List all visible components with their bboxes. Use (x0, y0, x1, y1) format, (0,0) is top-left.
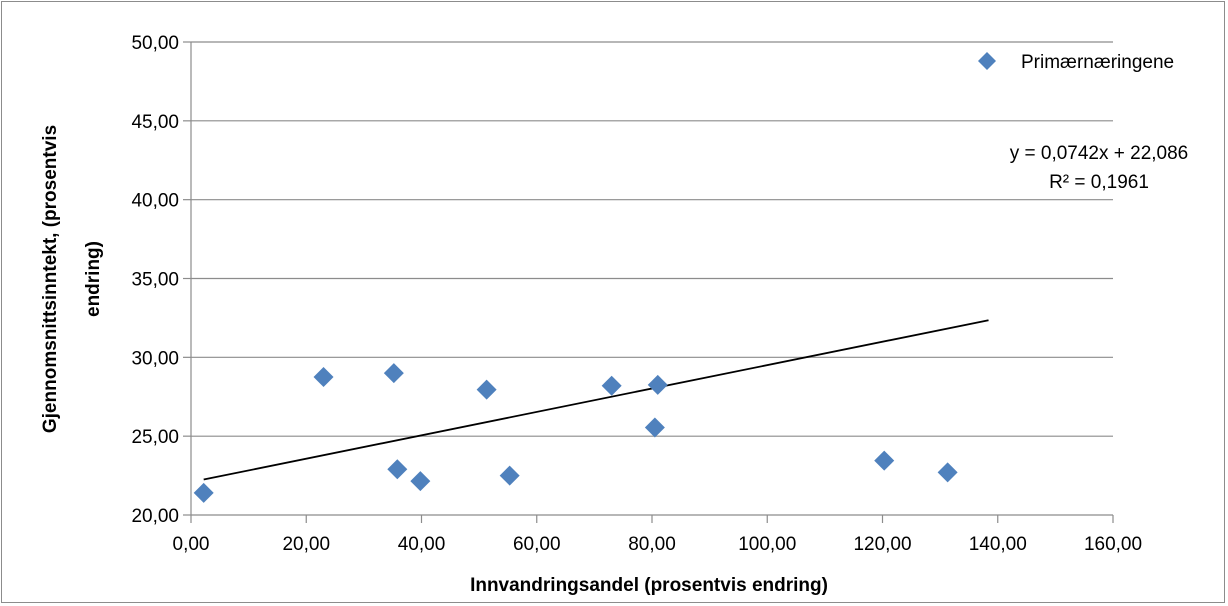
y-tick-label: 40,00 (131, 191, 179, 212)
legend-label: Primærnæringene (1021, 52, 1174, 73)
data-point-diamond (383, 363, 404, 384)
x-tick-label: 20,00 (282, 534, 330, 555)
y-axis-title-line-1: Gjennomsnittsinntekt, (prosentvis (40, 125, 61, 433)
y-tick-label: 45,00 (131, 112, 179, 133)
data-points (193, 363, 958, 503)
x-tick-label: 100,00 (738, 534, 796, 555)
data-point-diamond (644, 417, 665, 438)
x-axis-title: Innvandringsandel (prosentvis endring) (470, 575, 828, 596)
y-tick-label: 50,00 (131, 33, 179, 54)
data-point-diamond (499, 465, 520, 486)
trendline (203, 319, 989, 481)
x-tick-label: 40,00 (398, 534, 446, 555)
data-point-diamond (193, 482, 214, 503)
gridlines (191, 41, 1113, 437)
trendline-equation: y = 0,0742x + 22,086 (1010, 143, 1189, 164)
legend-marker-diamond-icon (978, 52, 996, 70)
legend: Primærnæringene (978, 52, 1174, 73)
x-tick-label: 60,00 (513, 534, 561, 555)
axes: 20,00 25,00 30,00 35,00 40,00 45,00 50,00 0,00 2… (131, 33, 1142, 555)
x-tick-label: 80,00 (628, 534, 676, 555)
x-tick-label: 140,00 (969, 534, 1027, 555)
x-tick-label: 120,00 (853, 534, 911, 555)
data-point-diamond (874, 450, 895, 471)
y-axis-title-line-2: endring) (83, 241, 104, 317)
y-tick-label: 20,00 (131, 506, 179, 527)
trendline-group (203, 319, 989, 481)
data-point-diamond (476, 379, 497, 400)
y-tick-label: 25,00 (131, 427, 179, 448)
x-tick-label: 160,00 (1084, 534, 1142, 555)
x-tick-label: 0,00 (173, 534, 210, 555)
data-point-diamond (937, 462, 958, 483)
data-point-diamond (313, 367, 334, 388)
data-point-diamond (387, 459, 408, 480)
y-tick-label: 35,00 (131, 270, 179, 291)
data-point-diamond (601, 375, 622, 396)
y-tick-label: 30,00 (131, 348, 179, 369)
data-point-diamond (647, 374, 668, 395)
trendline-r-squared: R² = 0,1961 (1049, 172, 1149, 193)
data-point-diamond (410, 471, 431, 492)
